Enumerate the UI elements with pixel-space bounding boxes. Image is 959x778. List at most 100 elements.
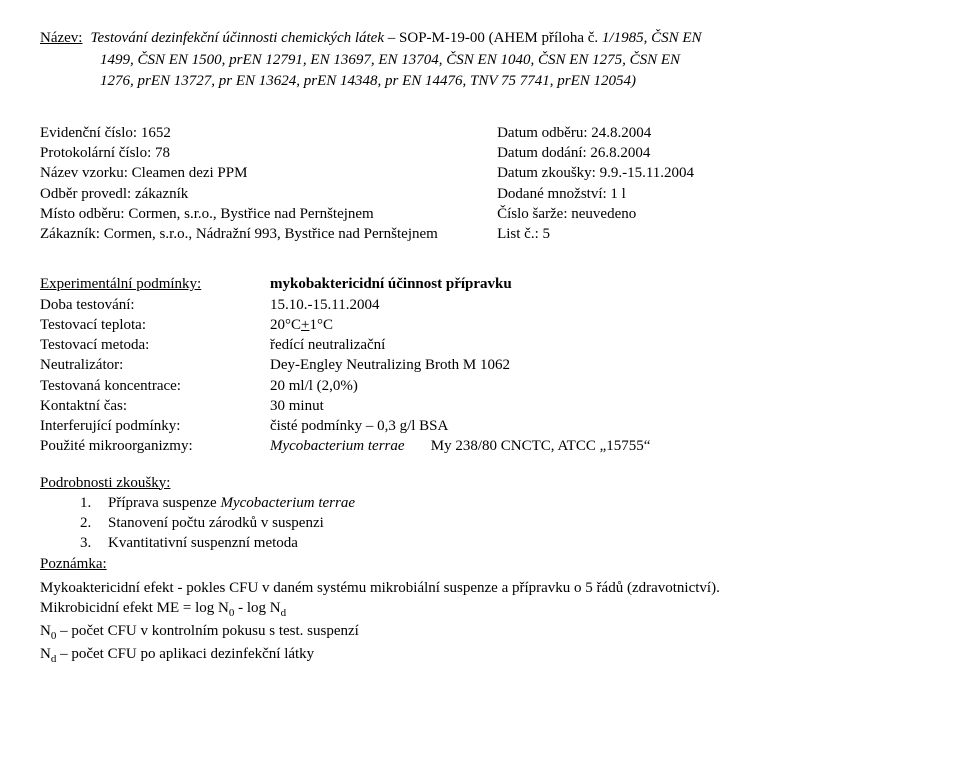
list-text-italic: Mycobacterium terrae: [220, 495, 355, 511]
kv-right-4: Číslo šarže: neuvedeno: [497, 204, 919, 224]
final-line-2: Mikrobicidní efekt ME = log N0 - log Nd: [40, 598, 919, 621]
spec-label: Experimentální podmínky:: [40, 274, 270, 294]
spec-row-0: Experimentální podmínky: mykobaktericidn…: [40, 274, 919, 294]
header-rest-1: 1499, ČSN EN 1500, prEN 12791, EN 13697,…: [40, 50, 919, 70]
list-item-1: 1. Příprava suspenze Mycobacterium terra…: [40, 493, 919, 513]
kv-val: Cormen, s.r.o., Nádražní 993, Bystřice n…: [104, 226, 438, 242]
header-title-italic: Testování dezinfekční účinnosti chemický…: [90, 30, 384, 46]
header-rest-2: 1276, prEN 13727, pr EN 13624, prEN 1434…: [40, 71, 919, 91]
spec-value: ředící neutralizační: [270, 335, 919, 355]
kv-right-3: Dodané množství: 1 l: [497, 184, 919, 204]
spec-value-tail: My 238/80 CNCTC, ATCC „15755“: [431, 438, 651, 454]
spec-value: Dey-Engley Neutralizing Broth M 1062: [270, 355, 919, 375]
kv-val: 78: [155, 145, 170, 161]
kv-right-5: List č.: 5: [497, 224, 919, 244]
final-text: Mikrobicidní efekt ME = log N: [40, 600, 229, 616]
kv-left-2: Název vzorku: Cleamen dezi PPM: [40, 163, 462, 183]
header-rest-0: 1/1985, ČSN EN: [602, 30, 702, 46]
kv-key: Číslo šarže:: [497, 206, 567, 222]
spec-label: Doba testování:: [40, 295, 270, 315]
header-title-plain: – SOP-M-19-00 (AHEM příloha č.: [384, 30, 598, 46]
spec-label: Testovací metoda:: [40, 335, 270, 355]
spec-row-6: Kontaktní čas: 30 minut: [40, 396, 919, 416]
kv-val: 26.8.2004: [590, 145, 650, 161]
spec-value: 30 minut: [270, 396, 919, 416]
right-column: Datum odběru: 24.8.2004 Datum dodání: 26…: [497, 123, 919, 245]
spec-block: Experimentální podmínky: mykobaktericidn…: [40, 274, 919, 456]
list-text: Příprava suspenze Mycobacterium terrae: [108, 493, 355, 513]
kv-key: Zákazník:: [40, 226, 100, 242]
spec-value-italic: Mycobacterium terrae: [270, 438, 405, 454]
kv-key: Místo odběru:: [40, 206, 125, 222]
kv-right-1: Datum dodání: 26.8.2004: [497, 143, 919, 163]
list-item-3: 3. Kvantitativní suspenzní metoda: [40, 533, 919, 553]
kv-key: Datum dodání:: [497, 145, 587, 161]
final-text: - log N: [234, 600, 280, 616]
list-item-2: 2. Stanovení počtu zárodků v suspenzi: [40, 513, 919, 533]
spec-value: mykobaktericidní účinnost přípravku: [270, 274, 919, 294]
kv-val: 9.9.-15.11.2004: [600, 165, 694, 181]
header-title: Testování dezinfekční účinnosti chemický…: [90, 28, 701, 48]
final-block: Mykoaktericidní efekt - pokles CFU v dan…: [40, 578, 919, 667]
spec-row-7: Interferující podmínky: čisté podmínky –…: [40, 416, 919, 436]
kv-key: List č.:: [497, 226, 539, 242]
kv-key: Protokolární číslo:: [40, 145, 151, 161]
left-column: Evidenční číslo: 1652 Protokolární číslo…: [40, 123, 462, 245]
final-line-4: Nd – počet CFU po aplikaci dezinfekční l…: [40, 644, 919, 667]
final-line-1: Mykoaktericidní efekt - pokles CFU v dan…: [40, 578, 919, 598]
info-columns: Evidenční číslo: 1652 Protokolární číslo…: [40, 123, 919, 245]
spec-label: Použité mikroorganizmy:: [40, 436, 270, 456]
spec-value: 15.10.-15.11.2004: [270, 295, 919, 315]
spec-row-8: Použité mikroorganizmy: Mycobacterium te…: [40, 436, 919, 456]
header-first-line: Název: Testování dezinfekční účinnosti c…: [40, 28, 919, 48]
list-num: 2.: [80, 513, 102, 533]
spec-label: Testovaná koncentrace:: [40, 376, 270, 396]
list-text-plain: Příprava suspenze: [108, 495, 220, 511]
kv-left-3: Odběr provedl: zákazník: [40, 184, 462, 204]
kv-key: Název vzorku:: [40, 165, 128, 181]
list-text: Stanovení počtu zárodků v suspenzi: [108, 513, 324, 533]
list-text: Kvantitativní suspenzní metoda: [108, 533, 298, 553]
spec-row-5: Testovaná koncentrace: 20 ml/l (2,0%): [40, 376, 919, 396]
list-num: 3.: [80, 533, 102, 553]
note-label: Poznámka:: [40, 554, 919, 574]
kv-key: Dodané množství:: [497, 186, 607, 202]
final-sub: d: [281, 607, 287, 619]
spec-label: Neutralizátor:: [40, 355, 270, 375]
kv-val: neuvedeno: [571, 206, 636, 222]
spec-value: Mycobacterium terrae My 238/80 CNCTC, AT…: [270, 436, 919, 456]
kv-val: 24.8.2004: [591, 125, 651, 141]
kv-val: zákazník: [135, 186, 188, 202]
kv-right-0: Datum odběru: 24.8.2004: [497, 123, 919, 143]
kv-val: 1652: [141, 125, 171, 141]
details-block: Podrobnosti zkoušky: 1. Příprava suspenz…: [40, 473, 919, 574]
header-label: Název:: [40, 28, 82, 48]
spec-row-2: Testovací teplota: 20°C+1°C: [40, 315, 919, 335]
spec-row-3: Testovací metoda: ředící neutralizační: [40, 335, 919, 355]
list-num: 1.: [80, 493, 102, 513]
spec-value: 20 ml/l (2,0%): [270, 376, 919, 396]
spec-row-1: Doba testování: 15.10.-15.11.2004: [40, 295, 919, 315]
kv-left-1: Protokolární číslo: 78: [40, 143, 462, 163]
kv-left-4: Místo odběru: Cormen, s.r.o., Bystřice n…: [40, 204, 462, 224]
kv-right-2: Datum zkoušky: 9.9.-15.11.2004: [497, 163, 919, 183]
kv-key: Datum zkoušky:: [497, 165, 596, 181]
spec-value: čisté podmínky – 0,3 g/l BSA: [270, 416, 919, 436]
kv-val: Cormen, s.r.o., Bystřice nad Pernštejnem: [128, 206, 373, 222]
final-text: – počet CFU v kontrolním pokusu s test. …: [56, 623, 359, 639]
kv-val: Cleamen dezi PPM: [132, 165, 248, 181]
kv-key: Datum odběru:: [497, 125, 587, 141]
kv-key: Odběr provedl:: [40, 186, 131, 202]
kv-val: 1 l: [610, 186, 625, 202]
spec-value: 20°C+1°C: [270, 315, 919, 335]
spec-label: Testovací teplota:: [40, 315, 270, 335]
final-line-3: N0 – počet CFU v kontrolním pokusu s tes…: [40, 621, 919, 644]
final-text: – počet CFU po aplikaci dezinfekční látk…: [56, 646, 314, 662]
kv-key: Evidenční číslo:: [40, 125, 137, 141]
spec-label: Kontaktní čas:: [40, 396, 270, 416]
header-block: Název: Testování dezinfekční účinnosti c…: [40, 28, 919, 91]
spec-row-4: Neutralizátor: Dey-Engley Neutralizing B…: [40, 355, 919, 375]
final-text: N: [40, 646, 51, 662]
final-text: N: [40, 623, 51, 639]
spec-label: Interferující podmínky:: [40, 416, 270, 436]
